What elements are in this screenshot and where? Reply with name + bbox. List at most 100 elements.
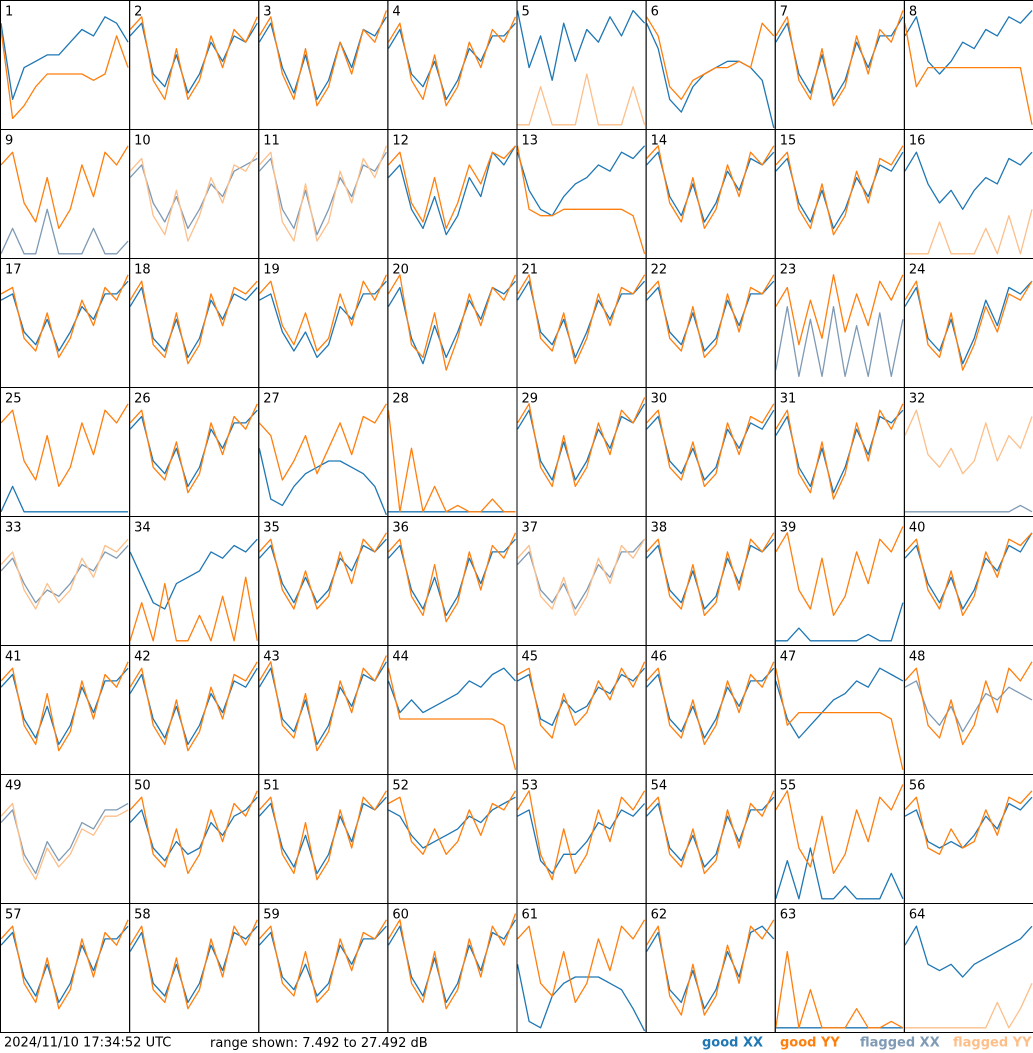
panel-frame (258, 0, 389, 130)
spectrum-line (775, 847, 904, 900)
spectrum-line (387, 145, 516, 230)
panel-label: 20 (392, 263, 409, 278)
panel-label: 27 (263, 392, 280, 407)
panel-frame (516, 903, 647, 1033)
panel-label: 58 (134, 908, 151, 923)
spectrum-line (516, 403, 646, 481)
spectrum-line (904, 504, 1033, 513)
spectrum-line (517, 803, 646, 875)
spectrum-line (516, 280, 646, 359)
spectrum-line (517, 538, 646, 610)
panel-label: 56 (909, 779, 926, 794)
panel-label: 44 (392, 650, 409, 665)
spectrum-line (129, 538, 258, 610)
panel-frame (774, 0, 905, 130)
spectrum-line (129, 16, 258, 101)
panel-frame (129, 387, 260, 517)
panel-label: 61 (522, 908, 539, 923)
spectrum-line (904, 983, 1033, 1029)
panel-frame (387, 645, 518, 775)
spectrum-line (775, 667, 904, 739)
spectrum-line (387, 913, 517, 1010)
panel-frame (258, 258, 389, 388)
spectrum-line (646, 16, 775, 101)
spectrum-line (646, 280, 775, 352)
panel-frame (903, 774, 1033, 904)
panel-frame (645, 258, 776, 388)
panel-frame (903, 645, 1033, 775)
spectrum-line (775, 526, 904, 617)
spectrum-line (258, 145, 388, 242)
panel-frame (516, 774, 647, 904)
spectrum-line (775, 16, 904, 101)
panel-label: 19 (263, 263, 280, 278)
panel-label: 22 (651, 263, 668, 278)
panel-label: 14 (651, 134, 668, 149)
panel-frame (516, 645, 647, 775)
spectrum-line (517, 661, 646, 739)
spectrum-line (517, 538, 646, 617)
panel-label: 43 (263, 650, 280, 665)
spectrum-line (646, 538, 775, 610)
spectrum-line (646, 274, 775, 359)
panel-frame (516, 0, 647, 130)
panel-label: 33 (5, 521, 22, 536)
panel-label: 34 (134, 521, 151, 536)
range-text: range shown: (210, 1036, 298, 1051)
spectrum-line (646, 667, 775, 739)
spectrum-line (0, 16, 129, 101)
panel-frame (645, 645, 776, 775)
spectrum-line (904, 10, 1033, 75)
panel-label: 64 (909, 908, 926, 923)
spectrum-line (904, 532, 1033, 617)
panel-frame (258, 516, 389, 646)
spectrum-line (646, 532, 775, 617)
panel-label: 52 (392, 779, 409, 794)
spectrum-line (258, 538, 387, 604)
spectrum-line (904, 680, 1033, 733)
spectrum-line (775, 403, 904, 500)
spectrum-line (646, 790, 775, 875)
spectrum-line (0, 919, 129, 1010)
legend-entry: good XX (702, 1036, 763, 1051)
panel-frame (387, 903, 518, 1033)
spectrum-line (129, 796, 258, 862)
spectrum-line (387, 667, 516, 714)
spectrum-line (258, 274, 387, 352)
panel-label: 42 (134, 650, 151, 665)
panel-label: 8 (909, 5, 917, 20)
spectrum-line (0, 925, 129, 1004)
spectrum-line (258, 16, 387, 101)
spectrum-line (775, 668, 904, 770)
spectrum-line (0, 661, 129, 752)
spectrum-line (775, 784, 904, 875)
panel-frame (645, 129, 776, 259)
spectrum-line (646, 661, 775, 746)
spectrum-line (387, 668, 517, 770)
spectrum-line (258, 661, 387, 746)
panel-frame (0, 387, 131, 517)
legend-entry: flagged YY (953, 1036, 1032, 1051)
panel-frame (129, 0, 260, 130)
spectrum-line (129, 286, 258, 359)
spectrum-line (387, 16, 517, 107)
panel-frame (258, 387, 389, 517)
spectrum-line (129, 919, 258, 1010)
panel-label: 15 (780, 134, 797, 149)
panel-label: 9 (5, 134, 13, 149)
spectrum-line (258, 280, 387, 359)
panel-label: 2 (134, 5, 142, 20)
spectrum-line (258, 10, 388, 107)
spectrum-line (646, 925, 775, 1010)
spectrum-line (129, 403, 258, 494)
spectrum-line (129, 790, 258, 875)
spectrum-line (258, 925, 387, 997)
panel-label: 13 (522, 134, 539, 149)
panel-label: 30 (651, 392, 668, 407)
spectrum-line (258, 151, 387, 236)
spectrum-line (516, 274, 646, 365)
legend-entry: flagged XX (860, 1036, 940, 1051)
spectrum-line (904, 796, 1033, 849)
panel-frame (645, 774, 776, 904)
